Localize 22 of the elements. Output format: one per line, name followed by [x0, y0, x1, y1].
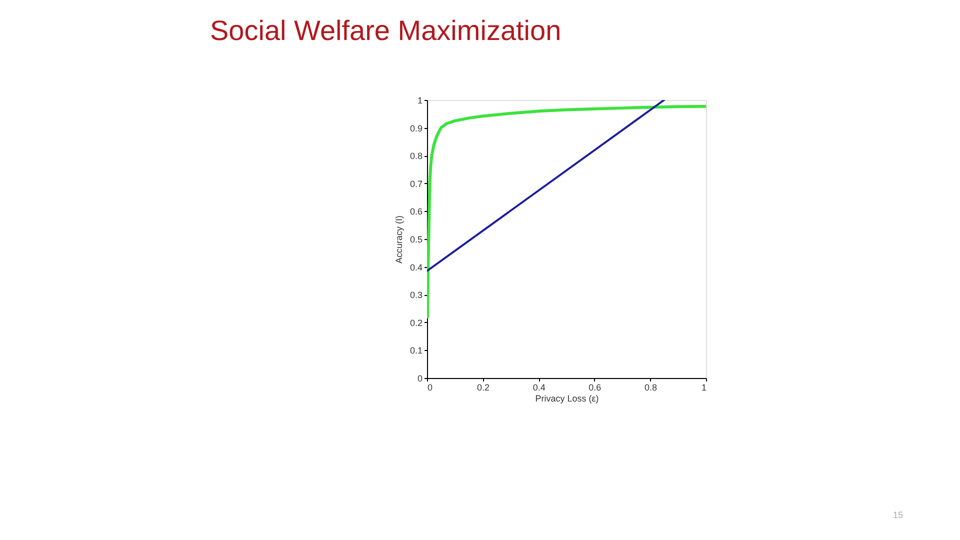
y-tick-label: 0.4	[410, 262, 422, 272]
y-tick-label: 0.9	[410, 123, 422, 134]
x-tick-label: 0.6	[588, 382, 602, 392]
y-tick-label: 1	[417, 96, 422, 106]
x-tick-label: 0	[428, 382, 433, 392]
x-tick-label: 0.8	[644, 382, 657, 392]
y-tick-label: 0.2	[410, 318, 422, 328]
line-series	[427, 104, 706, 318]
text: 15	[893, 510, 904, 520]
y-tick-label: 0.6	[410, 206, 422, 217]
y-tick-label: 0.5	[410, 234, 422, 244]
x-tick-label: 0.2	[477, 382, 490, 392]
y-tick-label: 0.8	[410, 151, 422, 162]
y-axis-title: Accuracy (I)	[394, 215, 404, 264]
y-tick-label: 0.1	[410, 346, 422, 356]
x-tick-label: 0.4	[532, 382, 546, 392]
x-axis-title: Privacy Loss (ε)	[535, 394, 599, 404]
x-tick-label: 1	[701, 382, 706, 392]
y-tick-label: 0.3	[410, 290, 422, 300]
y-tick-label: 0.7	[410, 178, 422, 189]
chart-title: Social Welfare Maximization	[210, 15, 562, 46]
y-tick-label: 0	[417, 374, 422, 384]
